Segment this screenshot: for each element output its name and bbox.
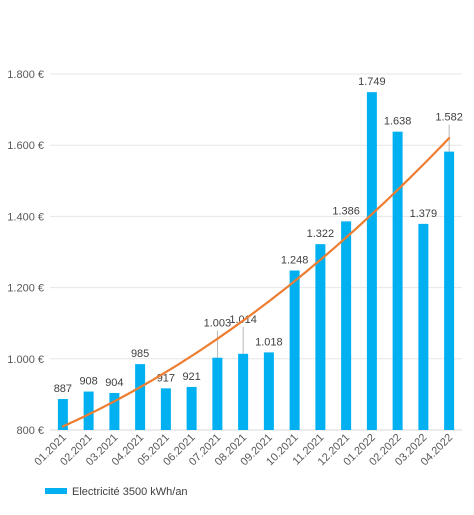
y-axis: 800 € 1.000 € 1.200 € 1.400 € 1.600 € 1.800 € <box>7 69 44 437</box>
x-axis: 01.202102.202103.202104.202105.202106.20… <box>32 432 455 469</box>
y-tick-label: 1.200 € <box>7 283 44 295</box>
data-label: 1.322 <box>307 228 335 240</box>
y-tick-label: 800 € <box>16 425 44 437</box>
bar <box>366 92 377 430</box>
data-label: 917 <box>157 372 175 384</box>
trendline-path <box>61 137 451 428</box>
data-label: 1.638 <box>384 116 412 128</box>
data-label: 1.386 <box>332 205 360 217</box>
legend: Electricité 3500 kWh/an <box>45 486 188 498</box>
bar <box>392 131 403 430</box>
y-tick-label: 1.400 € <box>7 211 44 223</box>
bar-series <box>57 92 455 430</box>
data-label: 1.248 <box>281 255 309 267</box>
bar <box>418 223 429 430</box>
data-label: 1.749 <box>358 76 386 88</box>
data-label: 904 <box>105 377 123 389</box>
y-tick-label: 1.600 € <box>7 140 44 152</box>
y-tick-label: 1.000 € <box>7 354 44 366</box>
data-label: 1.582 <box>435 112 463 124</box>
bar <box>109 392 120 430</box>
data-label: 921 <box>182 371 200 383</box>
legend-label: Electricité 3500 kWh/an <box>72 486 188 498</box>
trendline <box>61 137 451 428</box>
bar <box>444 151 455 430</box>
y-tick-label: 1.800 € <box>7 69 44 81</box>
bar <box>315 244 326 430</box>
data-label: 1.018 <box>255 336 283 348</box>
bar <box>83 391 94 430</box>
bar <box>212 357 223 430</box>
legend-swatch <box>45 488 67 494</box>
bar <box>238 353 249 430</box>
data-label: 887 <box>54 383 72 395</box>
data-label: 1.003 <box>204 318 232 330</box>
bar <box>341 221 352 430</box>
bar <box>57 399 68 430</box>
bar <box>289 270 300 430</box>
data-label: 985 <box>131 348 149 360</box>
bar <box>263 352 274 430</box>
bar <box>186 386 197 430</box>
bar <box>160 388 171 430</box>
bar <box>135 364 146 430</box>
data-label: 1.379 <box>410 208 438 220</box>
data-label: 908 <box>79 376 97 388</box>
